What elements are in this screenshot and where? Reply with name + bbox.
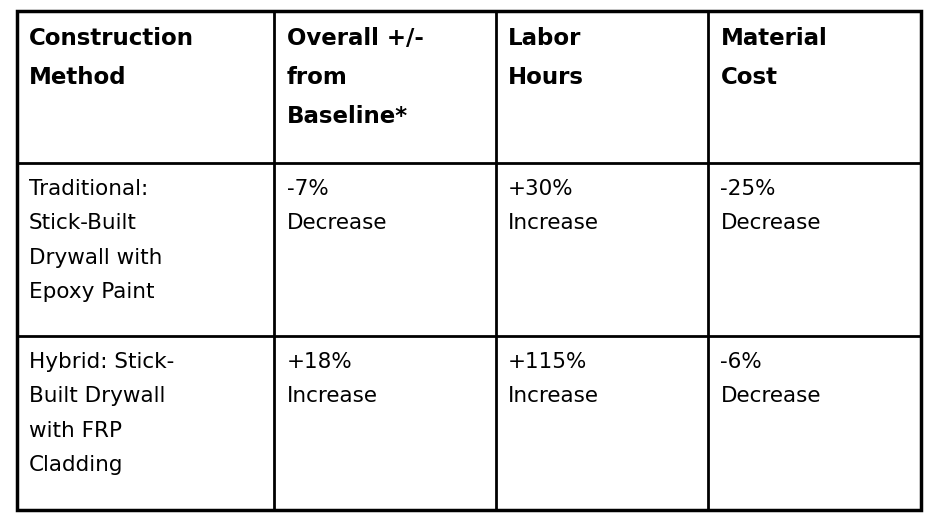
Text: Hybrid: Stick-
Built Drywall
with FRP
Cladding: Hybrid: Stick- Built Drywall with FRP Cl… — [29, 352, 174, 475]
Text: Labor
Hours: Labor Hours — [508, 27, 584, 89]
Text: -6%
Decrease: -6% Decrease — [720, 352, 821, 406]
Bar — [17, 164, 274, 337]
Bar — [274, 337, 496, 510]
Bar — [274, 11, 496, 164]
Text: +115%
Increase: +115% Increase — [508, 352, 599, 406]
Text: +18%
Increase: +18% Increase — [286, 352, 377, 406]
Text: Traditional:
Stick-Built
Drywall with
Epoxy Paint: Traditional: Stick-Built Drywall with Ep… — [29, 179, 162, 302]
Text: +30%
Increase: +30% Increase — [508, 179, 599, 233]
Bar — [708, 164, 921, 337]
Bar — [496, 337, 708, 510]
Bar — [496, 164, 708, 337]
Text: Overall +/-
from
Baseline*: Overall +/- from Baseline* — [286, 27, 423, 129]
Bar — [17, 11, 274, 164]
Bar — [17, 337, 274, 510]
Text: Construction
Method: Construction Method — [29, 27, 194, 89]
Bar — [708, 337, 921, 510]
Text: Material
Cost: Material Cost — [720, 27, 828, 89]
Bar — [274, 164, 496, 337]
Text: -25%
Decrease: -25% Decrease — [720, 179, 821, 233]
Bar — [708, 11, 921, 164]
Text: -7%
Decrease: -7% Decrease — [286, 179, 387, 233]
Bar — [496, 11, 708, 164]
